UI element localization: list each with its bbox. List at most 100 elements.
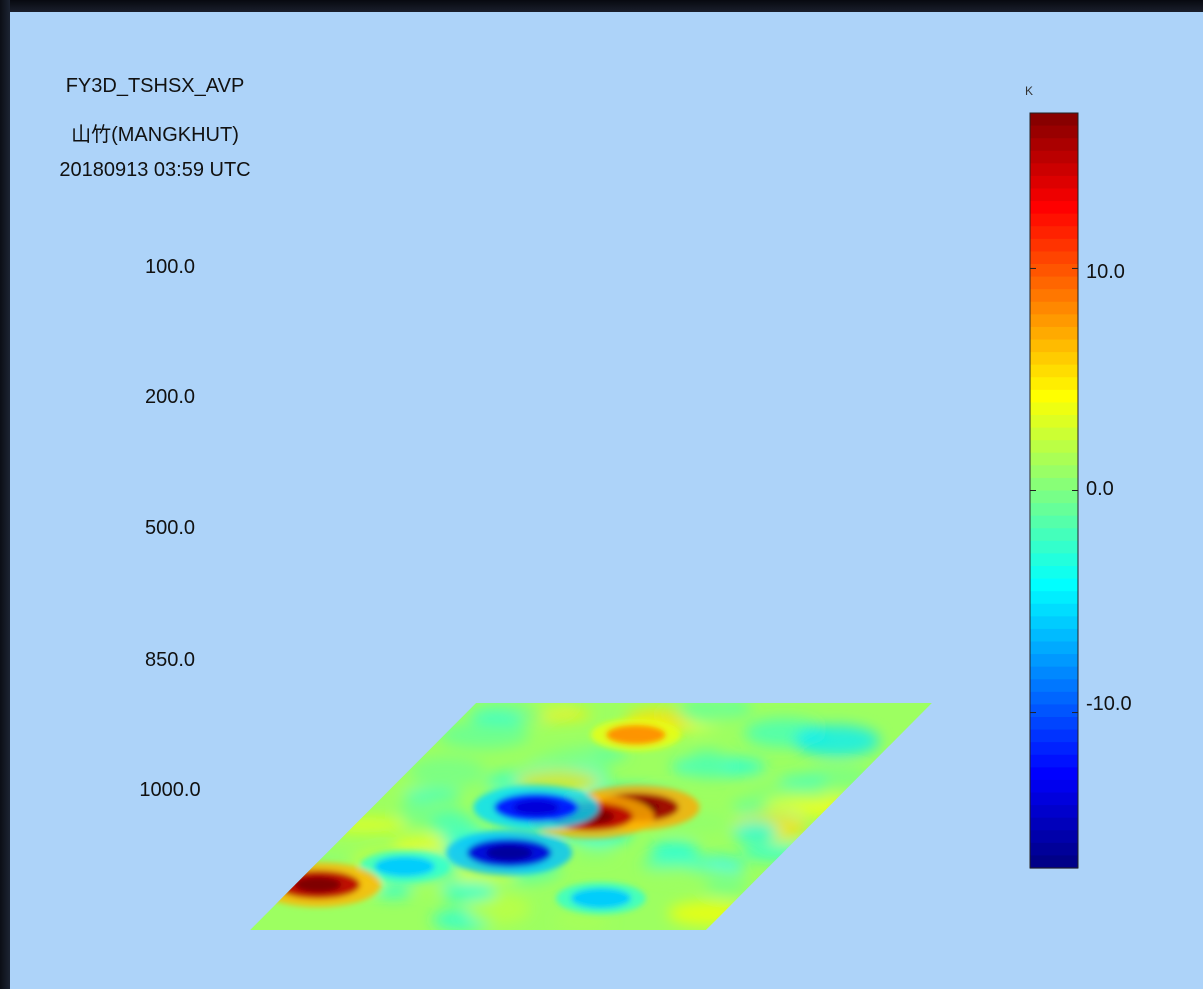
colorbar-segment [1030,553,1078,567]
colorbar-segment [1030,855,1078,869]
pressure-level-label: 100.0 [144,256,196,278]
field-texture-blob [573,847,615,859]
colorbar-segment [1030,326,1078,341]
colorbar-segment [1030,742,1078,756]
field-texture-blob [687,704,734,726]
cold-anomaly [374,856,435,877]
field-texture-blob [740,844,818,861]
chart-title: FY3D_TSHSX_AVP [65,75,245,97]
colorbar-segment [1030,201,1078,215]
colorbar-segment [1030,691,1078,706]
colorbar-segment [1030,628,1078,643]
colorbar-segment [1030,364,1078,378]
colorbar-segment [1030,188,1078,202]
pressure-level-label: 1000.0 [139,779,201,801]
field-texture-blob [649,840,700,862]
field-texture-blob [764,798,828,812]
colorbar-segment [1030,352,1078,366]
colorbar-segment [1030,415,1078,429]
field-texture-blob [438,721,530,749]
colorbar-segment [1030,301,1078,315]
colorbar-segment [1030,616,1078,630]
field-texture-blob [320,817,408,833]
field-texture-blob [793,725,881,757]
warm-anomaly [605,724,666,745]
colorbar-tick-label: 0.0 [1086,478,1114,500]
colorbar-segment [1030,666,1078,680]
colorbar-segment [1030,490,1078,504]
colorbar-segment [1030,465,1078,479]
field-texture-blob [732,821,779,843]
colorbar-segment [1030,314,1078,328]
colorbar-segment [1030,226,1078,240]
anomaly-core [294,876,342,893]
colorbar-segment [1030,175,1078,190]
temperature-field-1000hpa [250,703,932,930]
field-texture-blob [429,807,467,839]
colorbar-segment [1030,452,1078,466]
field-texture-blob [530,703,572,714]
colorbar-segment [1030,540,1078,555]
anomaly-core [486,845,533,861]
colorbar-segment [1030,150,1078,164]
colorbar-tick-label: -10.0 [1086,693,1132,715]
colorbar-segment [1030,754,1078,768]
field-texture-blob [647,867,739,880]
colorbar-segment [1030,830,1078,844]
typhoon-name: 山竹(MANGKHUT) [71,124,239,146]
colorbar-segment [1030,402,1078,416]
colorbar-segment [1030,213,1078,227]
colorbar-segment [1030,138,1078,152]
window-top-edge [0,0,1203,12]
colorbar-segment [1030,805,1078,819]
colorbar-segment [1030,842,1078,857]
colorbar-segment [1030,289,1078,303]
colorbar-segment [1030,767,1078,781]
colorbar-segment [1030,503,1078,517]
colorbar-segment [1030,679,1078,693]
colorbar-segment [1030,440,1078,454]
colorbar-segment [1030,477,1078,492]
colorbar-segment [1030,779,1078,794]
field-texture-blob [667,901,749,926]
colorbar-segment [1030,264,1078,278]
colorbar-segment [1030,566,1078,580]
colorbar-segment [1030,276,1078,290]
colorbar-segment [1030,578,1078,592]
field-texture-blob [553,911,610,930]
field-texture-blob [705,877,747,894]
pressure-level-label: 500.0 [144,517,196,539]
colorbar-segment [1030,591,1078,605]
field-texture-blob [374,884,413,899]
colorbar [1029,112,1079,869]
field-texture-blob [409,756,486,788]
colorbar-segment [1030,389,1078,404]
colorbar-tick-label: 10.0 [1086,261,1125,283]
anomaly-core [513,799,560,816]
colorbar-segment [1030,251,1078,265]
colorbar-segment [1030,377,1078,391]
field-texture-blob [526,749,598,767]
colorbar-segment [1030,603,1078,617]
colorbar-segment [1030,729,1078,743]
field-texture-blob [777,774,829,788]
colorbar-segment [1030,515,1078,529]
colorbar-unit: K [1025,84,1034,98]
pressure-level-label: 200.0 [144,386,196,408]
colorbar-segment [1030,654,1078,668]
field-features [255,718,700,915]
colorbar-segment [1030,339,1078,353]
colorbar-segment [1030,163,1078,177]
colorbar-segment [1030,125,1078,139]
colorbar-segment [1030,528,1078,542]
cold-anomaly [570,888,631,909]
colorbar-segment [1030,817,1078,831]
field-texture-blob [440,881,498,902]
colorbar-segment [1030,641,1078,655]
field-texture-blob [466,893,531,925]
colorbar-segment [1030,427,1078,441]
colorbar-segment [1030,238,1078,253]
observation-time: 20180913 03:59 UTC [59,159,251,181]
window-left-edge [0,0,10,989]
